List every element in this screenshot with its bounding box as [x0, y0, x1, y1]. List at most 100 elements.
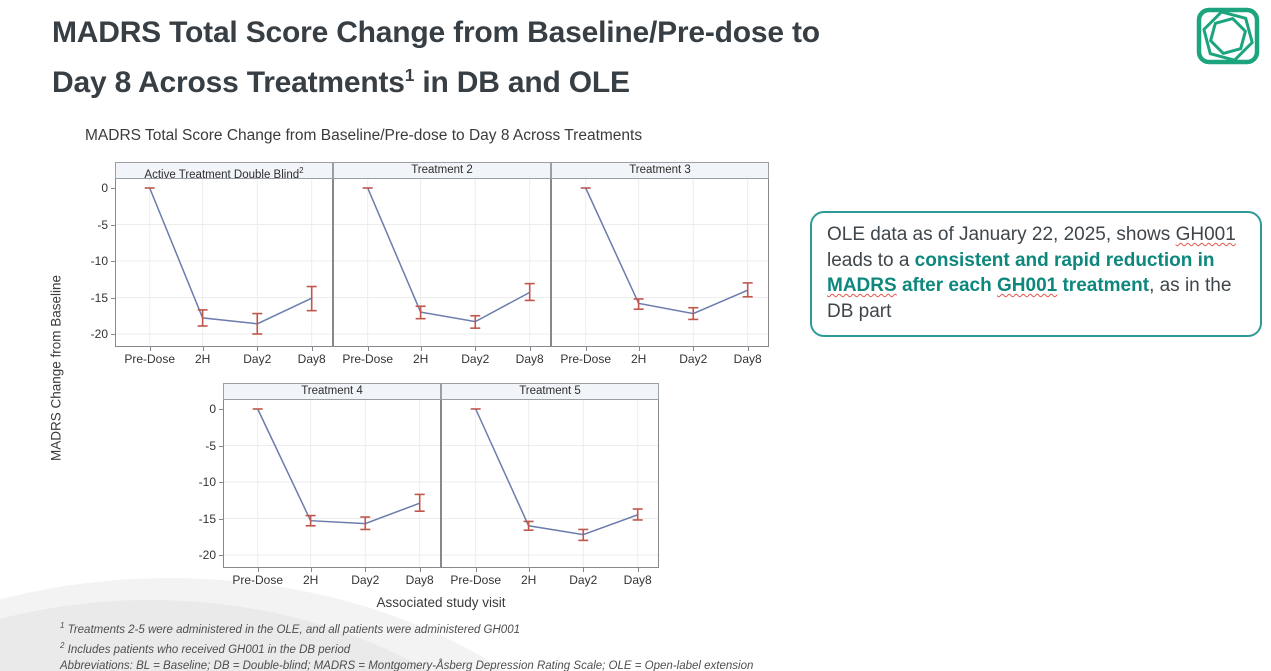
- chart-panel-2: Treatment 2 Pre-Dose 2H Day2 Day8: [333, 162, 551, 367]
- y-tick-label: 0: [209, 402, 216, 416]
- x-tick-mark: [475, 568, 477, 572]
- x-tick-label: Day8: [405, 573, 434, 587]
- page-title-line1: MADRS Total Score Change from Baseline/P…: [52, 16, 820, 49]
- y-tick-mark: [219, 555, 223, 556]
- x-category-strip: Pre-Dose 2H Day2 Day8: [223, 568, 441, 588]
- x-tick-mark: [420, 347, 422, 351]
- panel-plot: [116, 179, 332, 346]
- x-category-strip: Pre-Dose 2H Day2 Day8: [441, 568, 659, 588]
- x-tick-label: Day8: [733, 352, 762, 366]
- text-segment: Includes patients who received GH001 in …: [64, 644, 351, 657]
- text-segment: Treatments 2-5 were administered in the …: [64, 623, 520, 636]
- y-tick-mark: [219, 409, 223, 410]
- text-segment: GH001: [1175, 224, 1236, 245]
- panel-plot: [334, 179, 550, 346]
- y-tick-gutter: 0 -5 -10 -15 -20: [86, 162, 115, 367]
- y-tick-mark: [111, 188, 115, 189]
- callout-box: OLE data as of January 22, 2025, shows G…: [810, 211, 1262, 337]
- y-tick-label: -10: [198, 475, 216, 489]
- x-category-strip: Pre-Dose 2H Day2 Day8: [333, 347, 551, 367]
- x-tick-label: Day2: [243, 352, 272, 366]
- x-tick-label: Pre-Dose: [450, 573, 502, 587]
- x-tick-mark: [583, 568, 585, 572]
- page-title: MADRS Total Score Change from Baseline/P…: [52, 11, 1182, 104]
- text-segment: GH001: [997, 275, 1058, 296]
- x-tick-mark: [257, 347, 259, 351]
- panel-plot: [552, 179, 768, 346]
- company-logo-icon: [1196, 7, 1260, 65]
- panel-title: Active Treatment Double Blind2: [115, 162, 333, 181]
- y-tick-gutter: 0 -5 -10 -15 -20: [194, 383, 223, 588]
- x-tick-label: 2H: [630, 352, 647, 366]
- x-tick-label: 2H: [520, 573, 537, 587]
- panel-title: Treatment 4: [223, 383, 441, 400]
- y-tick-label: 0: [101, 181, 108, 195]
- x-tick-label: Day2: [569, 573, 598, 587]
- x-tick-label: Pre-Dose: [342, 352, 394, 366]
- y-tick-mark: [111, 224, 115, 226]
- text-segment: Abbreviations: BL = Baseline; DB = Doubl…: [60, 659, 436, 671]
- x-tick-mark: [747, 347, 749, 351]
- text-segment: leads to a: [827, 249, 915, 271]
- x-tick-mark: [528, 568, 530, 572]
- panel-plot: [224, 400, 440, 567]
- footnote-line: 1 Treatments 2-5 were administered in th…: [60, 621, 520, 636]
- chart-panel-3: Treatment 3 Pre-Dose 2H Day2 Day8: [551, 162, 769, 367]
- text-segment: Åsberg: [435, 659, 473, 671]
- text-segment: OLE data as of January 22, 2025, shows: [827, 224, 1176, 245]
- y-tick-mark: [219, 518, 223, 520]
- x-axis-label: Associated study visit: [376, 595, 506, 610]
- text-segment: after each: [896, 275, 997, 296]
- text-segment: Day 8 Across Treatments: [52, 66, 405, 99]
- panel-title: Treatment 3: [551, 162, 769, 179]
- y-tick-mark: [219, 482, 223, 483]
- x-tick-label: Pre-Dose: [560, 352, 612, 366]
- y-tick-label: -20: [90, 327, 108, 341]
- y-tick-mark: [111, 261, 115, 262]
- y-tick-label: -5: [205, 438, 216, 453]
- text-segment: in DB and OLE: [414, 66, 630, 99]
- chart-row: 0 -5 -10 -15 -20 Treatment 4 Pre-Dose 2H Day2 Day…: [194, 383, 659, 588]
- y-tick-mark: [219, 445, 223, 447]
- chart-row: 0 -5 -10 -15 -20 Active Treatment Double Blin…: [86, 162, 769, 367]
- text-segment: MADRS: [827, 275, 897, 296]
- figure-title: MADRS Total Score Change from Baseline/P…: [85, 127, 643, 144]
- x-category-strip: Pre-Dose 2H Day2 Day8: [551, 347, 769, 367]
- x-tick-mark: [638, 347, 640, 351]
- x-tick-label: 2H: [412, 352, 429, 366]
- x-tick-label: Day2: [461, 352, 490, 366]
- x-tick-mark: [202, 347, 204, 351]
- x-tick-label: Day2: [679, 352, 708, 366]
- x-tick-mark: [149, 347, 151, 351]
- y-tick-mark: [111, 297, 115, 299]
- text-segment: , as in the DB part: [827, 275, 1232, 322]
- panel-plot: [442, 400, 658, 567]
- x-tick-mark: [365, 568, 367, 572]
- chart-panel-5: Treatment 5 Pre-Dose 2H Day2 Day8: [441, 383, 659, 588]
- footnote-line: 2 Includes patients who received GH001 i…: [60, 641, 351, 657]
- footnote-line: Abbreviations: BL = Baseline; DB = Doubl…: [60, 659, 753, 671]
- x-tick-label: Day2: [351, 573, 380, 587]
- text-segment: 1: [404, 65, 415, 85]
- x-tick-label: Day8: [297, 352, 326, 366]
- x-tick-label: 2H: [194, 352, 211, 366]
- x-tick-mark: [475, 347, 477, 351]
- chart-panel-4: Treatment 4 Pre-Dose 2H Day2 Day8: [223, 383, 441, 588]
- x-tick-label: Day8: [515, 352, 544, 366]
- page-title-line2: Day 8 Across Treatments1 in DB and OLE: [52, 54, 1182, 104]
- chart-panel-1: Active Treatment Double Blind2 Pre-Dose 2H…: [115, 162, 333, 367]
- x-tick-label: 2H: [302, 573, 319, 587]
- y-axis-label: MADRS Change from Baseline: [48, 274, 64, 462]
- x-tick-label: Pre-Dose: [232, 573, 284, 587]
- x-tick-mark: [693, 347, 695, 351]
- x-tick-mark: [419, 568, 421, 572]
- x-tick-mark: [637, 568, 639, 572]
- x-tick-mark: [529, 347, 531, 351]
- callout-text: OLE data as of January 22, 2025, shows G…: [827, 222, 1245, 324]
- y-tick-label: -10: [90, 254, 108, 268]
- x-tick-mark: [311, 347, 313, 351]
- x-tick-label: Day8: [623, 573, 652, 587]
- x-tick-mark: [257, 568, 259, 572]
- x-tick-mark: [310, 568, 312, 572]
- panel-title: Treatment 5: [441, 383, 659, 400]
